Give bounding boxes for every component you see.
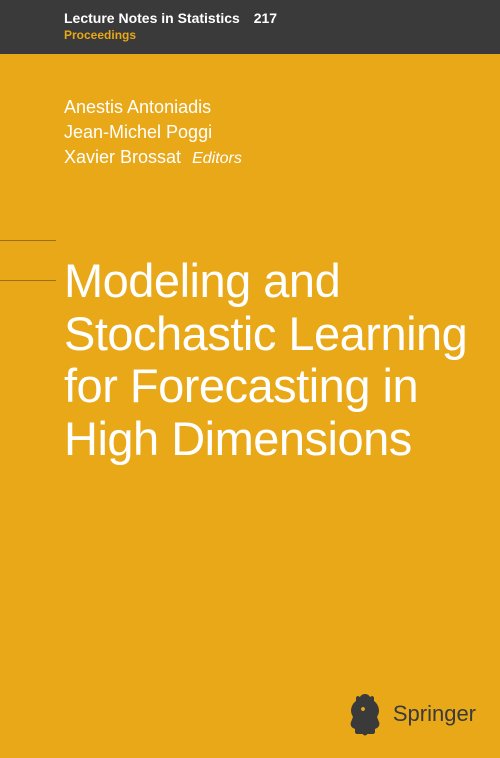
- editor-name: Jean-Michel Poggi: [64, 120, 242, 145]
- book-title: Modeling and Stochastic Learning for For…: [64, 255, 470, 466]
- editors-role-label: Editors: [192, 150, 242, 167]
- series-bar: Lecture Notes in Statistics 217 Proceedi…: [0, 0, 500, 54]
- series-name: Lecture Notes in Statistics: [64, 10, 240, 26]
- horse-icon: [345, 692, 385, 736]
- editors-block: Anestis Antoniadis Jean-Michel Poggi Xav…: [64, 95, 242, 171]
- book-cover: Lecture Notes in Statistics 217 Proceedi…: [0, 0, 500, 758]
- editor-name: Xavier Brossat: [64, 147, 181, 167]
- editor-name: Anestis Antoniadis: [64, 95, 242, 120]
- subseries-label: Proceedings: [64, 28, 480, 42]
- publisher-block: Springer: [345, 692, 476, 736]
- publisher-name: Springer: [393, 701, 476, 727]
- series-volume: 217: [254, 10, 277, 26]
- decorative-rule: [0, 280, 56, 281]
- editor-line: Xavier Brossat Editors: [64, 145, 242, 170]
- series-line: Lecture Notes in Statistics 217: [64, 10, 480, 26]
- decorative-rule: [0, 240, 56, 241]
